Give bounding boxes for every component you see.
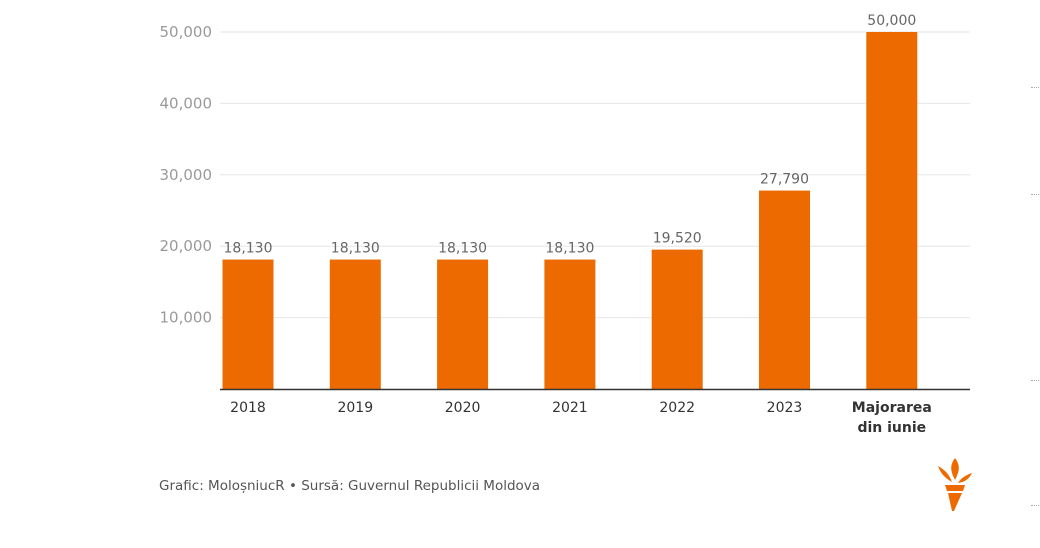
data-label: 18,130: [438, 241, 487, 257]
x-tick-label: din iunie: [857, 420, 926, 436]
bar: [759, 190, 810, 389]
x-tick-label: 2023: [767, 400, 803, 416]
x-tick-label: 2019: [337, 400, 373, 416]
divider-dots: [1031, 380, 1039, 381]
y-tick-label: 40,000: [160, 94, 213, 112]
bar: [222, 259, 274, 389]
y-tick-label: 10,000: [160, 309, 213, 327]
x-tick-label: Majorarea: [852, 400, 932, 416]
data-label: 18,130: [224, 241, 273, 257]
data-label: 27,790: [760, 172, 809, 188]
divider-dots: [1031, 87, 1039, 88]
divider-dots: [1031, 194, 1039, 195]
bar: [651, 249, 703, 389]
chart-footer-source: Grafic: MoloșniucR • Sursă: Guvernul Rep…: [159, 478, 541, 494]
bar: [329, 259, 381, 389]
x-tick-label: 2021: [552, 400, 588, 416]
x-tick-label: 2022: [659, 400, 695, 416]
bar: [544, 259, 596, 389]
data-label: 18,130: [331, 241, 380, 257]
bar: [437, 259, 489, 389]
bar: [866, 32, 918, 389]
y-tick-label: 30,000: [160, 166, 213, 184]
data-label: 19,520: [653, 231, 702, 247]
x-tick-label: 2020: [445, 400, 481, 416]
y-tick-label: 50,000: [160, 23, 213, 41]
y-tick-label: 20,000: [160, 237, 213, 255]
data-label: 18,130: [545, 241, 594, 257]
divider-dots: [1031, 505, 1039, 506]
x-tick-label: 2018: [230, 400, 266, 416]
torch-logo-icon: [938, 458, 972, 511]
data-label: 50,000: [867, 13, 916, 29]
